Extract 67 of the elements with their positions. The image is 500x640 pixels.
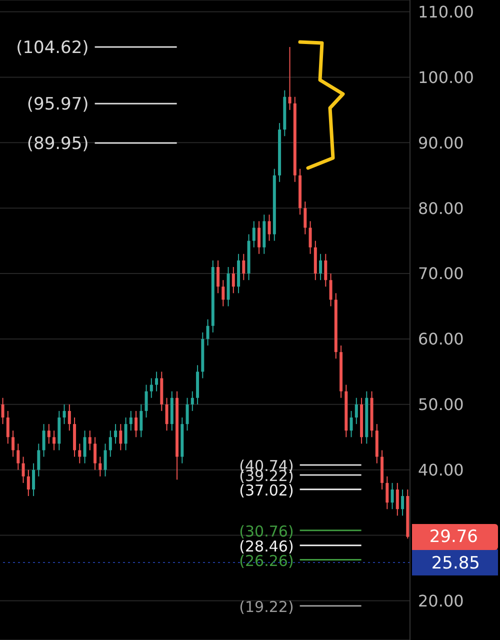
y-tick-label: 70.00: [418, 264, 464, 284]
candlestick: [155, 371, 158, 392]
candlestick: [42, 424, 46, 458]
candlestick: [94, 436, 97, 470]
candlestick: [324, 253, 328, 288]
candlestick: [83, 430, 86, 464]
candlestick: [216, 260, 220, 294]
ref-line-label: 25.85: [431, 553, 480, 574]
candlestick: [319, 253, 322, 281]
candlestick: [390, 482, 394, 510]
candlestick: [114, 424, 118, 444]
candlestick: [308, 220, 312, 254]
candlestick: [150, 378, 153, 398]
candlestick: [119, 424, 122, 451]
candlestick: [104, 443, 107, 477]
candlestick: [186, 397, 189, 432]
y-tick-label: 90.00: [418, 133, 464, 152]
text: 29.76: [412, 524, 498, 550]
candlestick: [98, 456, 102, 477]
y-tick-label: 50.00: [418, 395, 464, 414]
candlestick: [88, 430, 92, 451]
candlestick: [258, 220, 261, 254]
candlestick: [78, 443, 82, 464]
candlestick: [124, 417, 128, 451]
candlestick: [140, 404, 143, 438]
candlestick: [134, 410, 138, 438]
candlestick: [222, 280, 225, 307]
y-tick-label: 80.00: [418, 198, 464, 218]
candlestick: [190, 390, 194, 412]
candlestick: [37, 443, 40, 477]
candlestick: [206, 318, 210, 346]
candlestick: [108, 430, 112, 458]
ref-line-label: (104.62): [16, 38, 89, 58]
candlestick: [354, 397, 358, 425]
candlestick: [12, 430, 15, 458]
candlestick: [52, 430, 56, 451]
candlestick: [232, 266, 235, 294]
y-tick-label: 110.00: [418, 2, 474, 22]
candlestick: [68, 404, 71, 432]
candlestick: [62, 404, 66, 425]
candlestick: [288, 46, 292, 110]
candlestick: [144, 384, 148, 418]
candlestick: [329, 273, 332, 307]
candlestick: [396, 482, 399, 516]
ref-line-label: (89.95): [26, 134, 89, 154]
candlestick: [16, 443, 20, 470]
candlestick: [26, 469, 30, 497]
y-tick-label: 40.00: [418, 460, 464, 480]
candlestick: [6, 410, 10, 444]
candlestick: [47, 424, 50, 444]
candlestick: [304, 201, 307, 235]
candlestick: [242, 253, 246, 281]
candlestick: [32, 462, 36, 497]
candlestick: [22, 456, 25, 484]
candlestick: [165, 397, 168, 432]
candlestick: [252, 220, 256, 248]
candlestick: [129, 410, 132, 432]
ref-line-label: (95.97): [26, 94, 89, 115]
candlestick: [1, 397, 4, 425]
candlestick: [401, 488, 404, 516]
y-tick-label: 60.00: [418, 330, 464, 349]
y-tick-label: 20.00: [418, 591, 464, 610]
candlestick: [386, 476, 389, 510]
ref-line-label: (19.22): [239, 598, 294, 616]
y-tick-label: 100.00: [418, 68, 474, 87]
candlestick: [350, 410, 353, 438]
candlestick: [268, 214, 271, 242]
